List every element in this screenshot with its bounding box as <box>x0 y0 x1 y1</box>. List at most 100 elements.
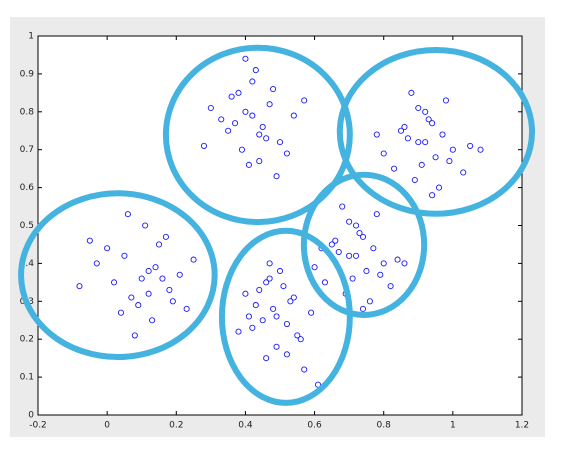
point <box>335 248 342 256</box>
point <box>449 146 456 153</box>
point <box>380 150 387 157</box>
point <box>228 93 235 100</box>
point <box>111 279 118 286</box>
point <box>363 267 370 275</box>
point <box>429 192 436 199</box>
cluster-ellipse <box>18 190 218 361</box>
point <box>176 271 183 278</box>
point <box>408 89 415 96</box>
point <box>218 116 225 123</box>
point <box>332 237 339 244</box>
point <box>238 146 246 153</box>
point <box>328 241 335 248</box>
point <box>263 135 270 142</box>
point <box>232 120 239 127</box>
point <box>346 218 353 225</box>
point <box>200 142 207 149</box>
x-tick-label: 0.4 <box>238 421 253 431</box>
cluster-ellipse <box>300 171 428 318</box>
point <box>297 336 304 343</box>
point <box>311 264 318 271</box>
point <box>235 328 242 335</box>
point <box>429 120 436 127</box>
point <box>159 275 166 282</box>
point <box>373 211 380 218</box>
point <box>138 275 145 282</box>
point <box>273 173 280 180</box>
point <box>152 264 159 271</box>
point <box>183 305 190 312</box>
point <box>415 139 422 146</box>
point <box>380 260 387 267</box>
point <box>280 283 287 290</box>
x-tick-label: 0.6 <box>307 421 322 431</box>
point <box>245 161 252 168</box>
point <box>76 283 83 290</box>
cluster-ellipse <box>218 227 353 406</box>
point <box>266 260 273 267</box>
point <box>435 184 443 191</box>
point <box>270 305 277 312</box>
point <box>349 275 356 282</box>
point <box>418 161 425 168</box>
point <box>422 108 429 115</box>
point <box>377 271 384 278</box>
point <box>370 245 377 252</box>
point <box>142 222 149 229</box>
point <box>245 313 252 320</box>
point <box>387 283 394 290</box>
point <box>166 286 173 293</box>
point <box>124 211 131 218</box>
point <box>477 146 484 153</box>
point <box>86 237 93 244</box>
x-tick-label: 1 <box>450 421 456 431</box>
plot-area <box>37 35 523 416</box>
point <box>373 131 380 138</box>
point <box>460 169 467 176</box>
point <box>249 324 256 331</box>
point <box>290 294 297 301</box>
y-tick-label: 1 <box>28 32 34 42</box>
point <box>359 233 367 240</box>
point <box>270 86 277 93</box>
point <box>394 256 401 263</box>
point <box>104 245 111 252</box>
point <box>131 332 138 339</box>
point <box>467 142 474 149</box>
point <box>415 104 422 112</box>
point <box>439 131 446 138</box>
x-tick-label: 0.8 <box>377 421 392 431</box>
point <box>411 176 418 184</box>
point <box>314 381 322 388</box>
point <box>422 139 429 146</box>
point <box>225 127 232 134</box>
point <box>301 97 308 104</box>
point <box>404 135 411 142</box>
point <box>356 230 363 237</box>
y-tick-label: 0 <box>28 411 34 421</box>
point <box>169 298 176 305</box>
point <box>353 222 360 229</box>
point <box>276 267 284 275</box>
point <box>93 260 100 267</box>
point <box>283 351 290 358</box>
point <box>259 317 266 324</box>
point <box>256 158 263 165</box>
point <box>252 67 259 74</box>
point <box>149 317 156 324</box>
point <box>273 343 280 350</box>
cluster-ellipse <box>336 47 536 217</box>
point <box>242 290 249 297</box>
y-tick-label: 0.7 <box>20 145 34 155</box>
point <box>294 332 301 339</box>
point <box>425 116 432 123</box>
point <box>283 320 290 328</box>
y-tick-label: 0.5 <box>20 221 34 231</box>
point <box>353 252 360 259</box>
y-tick-label: 0.9 <box>20 69 35 79</box>
point <box>249 78 256 85</box>
point <box>432 154 439 161</box>
point <box>263 355 270 362</box>
point <box>145 267 152 275</box>
